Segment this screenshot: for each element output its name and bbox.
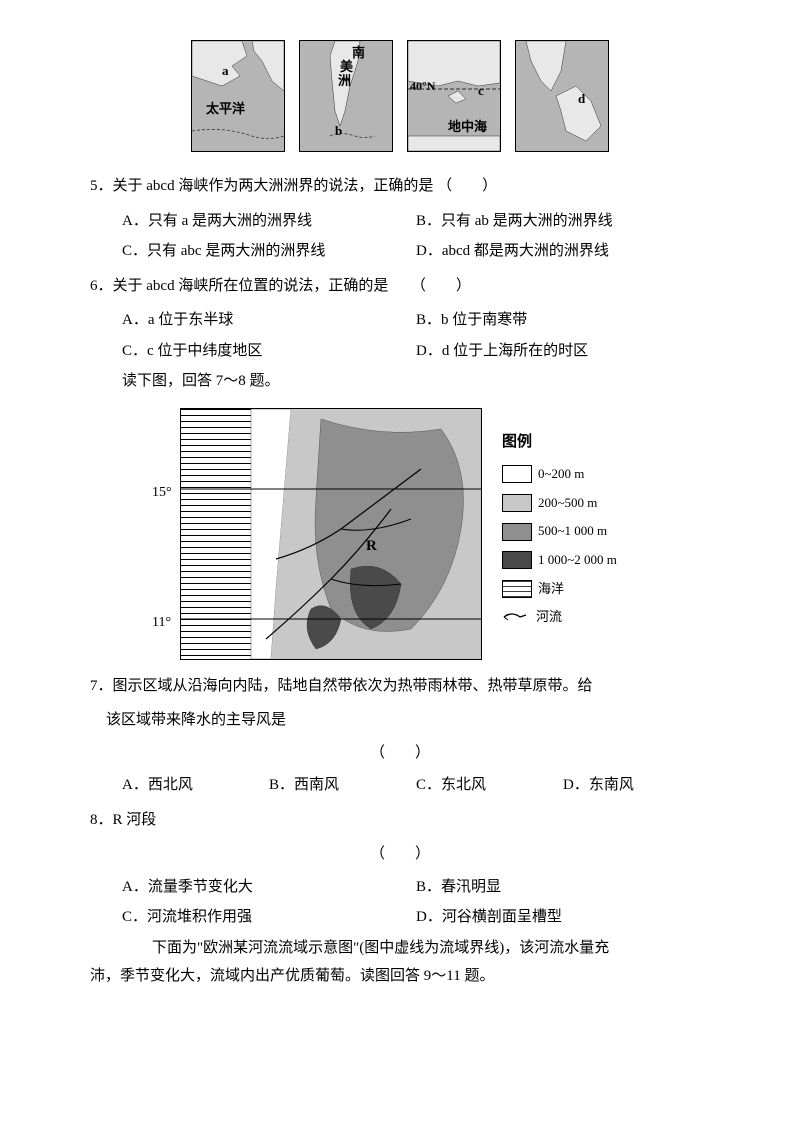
- legend-text-1: 200~500 m: [538, 491, 597, 516]
- swatch-2: [502, 523, 532, 541]
- swatch-4: [502, 580, 532, 598]
- legend-item-2: 500~1 000 m: [502, 519, 617, 544]
- map-a-label-a: a: [222, 63, 229, 79]
- q8-opt-c: C．河流堆积作用强: [122, 903, 416, 932]
- legend: 图例 0~200 m 200~500 m 500~1 000 m 1 000~2…: [502, 408, 617, 660]
- map-c-label-c: c: [478, 83, 484, 99]
- map-a: a 太平洋: [191, 40, 285, 152]
- q8-opt-d: D．河谷横剖面呈槽型: [416, 903, 710, 932]
- legend-item-1: 200~500 m: [502, 491, 617, 516]
- terrain-map: R: [180, 408, 482, 660]
- lat-15: 15°: [152, 480, 172, 507]
- q5-stem: 5．关于 abcd 海峡作为两大洲洲界的说法，正确的是 （ ）: [90, 172, 710, 201]
- q7-opt-d: D．东南风: [563, 771, 710, 800]
- terrain-label-r: R: [366, 537, 377, 555]
- q6-opt-a: A．a 位于东半球: [122, 306, 416, 335]
- legend-item-3: 1 000~2 000 m: [502, 548, 617, 573]
- legend-text-5: 河流: [536, 605, 562, 630]
- q8-opt-a: A．流量季节变化大: [122, 873, 416, 902]
- legend-item-5: 河流: [502, 605, 617, 630]
- map-b-south: 南: [352, 45, 365, 61]
- q5-opt-a: A．只有 a 是两大洲的洲界线: [122, 207, 416, 236]
- q6-opt-d: D．d 位于上海所在的时区: [416, 337, 710, 366]
- map-c: 40°N c 地中海: [407, 40, 501, 152]
- q8-opt-b: B．春汛明显: [416, 873, 710, 902]
- map-b-label-b: b: [335, 123, 342, 139]
- legend-text-4: 海洋: [538, 577, 564, 602]
- q5-opt-c: C．只有 abc 是两大洲的洲界线: [122, 237, 416, 266]
- q8-paren: （ ）: [90, 840, 710, 869]
- q7-stem1: 7．图示区域从沿海向内陆，陆地自然带依次为热带雨林带、热带草原带。给: [90, 672, 710, 701]
- q7-opt-b: B．西南风: [269, 771, 416, 800]
- legend-item-0: 0~200 m: [502, 462, 617, 487]
- intro-911-line1: 下面为"欧洲某河流流域示意图"(图中虚线为流域界线)，该河流水量充: [122, 934, 710, 963]
- strait-maps-row: a 太平洋 南 美 洲 b 40°N c 地中海 d: [90, 40, 710, 152]
- q6-opt-b: B．b 位于南寒带: [416, 306, 710, 335]
- legend-item-4: 海洋: [502, 577, 617, 602]
- q6-note: 读下图，回答 7～8 题。: [122, 367, 710, 396]
- q7-stem2: 该区域带来降水的主导风是: [106, 706, 710, 735]
- swatch-5: [502, 605, 530, 630]
- map-c-lat: 40°N: [410, 79, 435, 93]
- q8-stem: 8．R 河段: [90, 806, 710, 835]
- map-c-sea: 地中海: [448, 119, 487, 135]
- map-d: d: [515, 40, 609, 152]
- legend-text-3: 1 000~2 000 m: [538, 548, 617, 573]
- swatch-3: [502, 551, 532, 569]
- map-b-continent: 洲: [338, 73, 351, 89]
- legend-title: 图例: [502, 428, 617, 457]
- q7-opt-a: A．西北风: [122, 771, 269, 800]
- q6-stem: 6．关于 abcd 海峡所在位置的说法，正确的是 （ ）: [90, 272, 710, 301]
- q7-paren: （ ）: [90, 739, 710, 768]
- q7-opt-c: C．东北风: [416, 771, 563, 800]
- q5-opt-b: B．只有 ab 是两大洲的洲界线: [416, 207, 710, 236]
- swatch-0: [502, 465, 532, 483]
- swatch-1: [502, 494, 532, 512]
- q5-opt-d: D．abcd 都是两大洲的洲界线: [416, 237, 710, 266]
- legend-text-2: 500~1 000 m: [538, 519, 607, 544]
- intro-911-line2: 沛，季节变化大，流域内出产优质葡萄。读图回答 9～11 题。: [90, 962, 710, 991]
- figure-terrain: R 15° 11° 图例 0~200 m 200~500 m 500~1 000…: [180, 408, 620, 660]
- q6-opt-c: C．c 位于中纬度地区: [122, 337, 416, 366]
- lat-11: 11°: [152, 610, 171, 637]
- map-a-label-ocean: 太平洋: [206, 101, 245, 117]
- map-d-label-d: d: [578, 91, 585, 107]
- legend-text-0: 0~200 m: [538, 462, 584, 487]
- map-b: 南 美 洲 b: [299, 40, 393, 152]
